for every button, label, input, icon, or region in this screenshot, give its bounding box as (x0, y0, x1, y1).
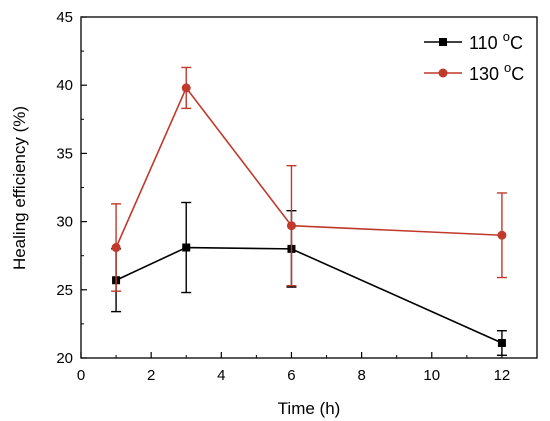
series-line (115, 246, 503, 344)
legend-item: 130 oC (424, 60, 524, 84)
x-tick-label: 4 (217, 367, 225, 384)
series-layer (111, 66, 507, 356)
legend: 110 oC 130 oC (424, 29, 524, 84)
data-point (286, 221, 296, 231)
legend-label: 130 oC (469, 60, 524, 84)
y-tick-label: 45 (56, 9, 73, 26)
legend-marker (439, 38, 447, 46)
x-tick-label: 12 (494, 367, 511, 384)
x-axis: 0 2 4 6 8 10 12 (77, 352, 510, 384)
x-tick-label: 10 (423, 367, 440, 384)
y-tick-label: 30 (56, 214, 73, 231)
legend-marker (438, 68, 448, 78)
series-110 (111, 201, 507, 356)
x-tick-label: 8 (357, 367, 365, 384)
y-axis: 20 25 30 35 40 45 (56, 9, 87, 367)
legend-item: 110 oC (424, 29, 523, 53)
y-tick-label: 25 (56, 282, 73, 299)
x-tick-label: 6 (287, 367, 295, 384)
x-tick-label: 2 (147, 367, 155, 384)
y-tick-label: 35 (56, 145, 73, 162)
legend-label: 110 oC (469, 29, 523, 53)
data-point (182, 243, 191, 252)
y-tick-label: 40 (56, 77, 73, 94)
y-axis-label: Healing efficiency (%) (10, 106, 29, 270)
data-point (111, 243, 121, 253)
x-axis-label: Time (h) (278, 399, 341, 418)
data-point (181, 83, 191, 93)
series-line (115, 86, 502, 248)
y-tick-label: 20 (56, 350, 73, 367)
series-130 (111, 66, 507, 292)
data-point (497, 338, 506, 347)
data-point (497, 230, 507, 240)
x-tick-label: 0 (77, 367, 85, 384)
